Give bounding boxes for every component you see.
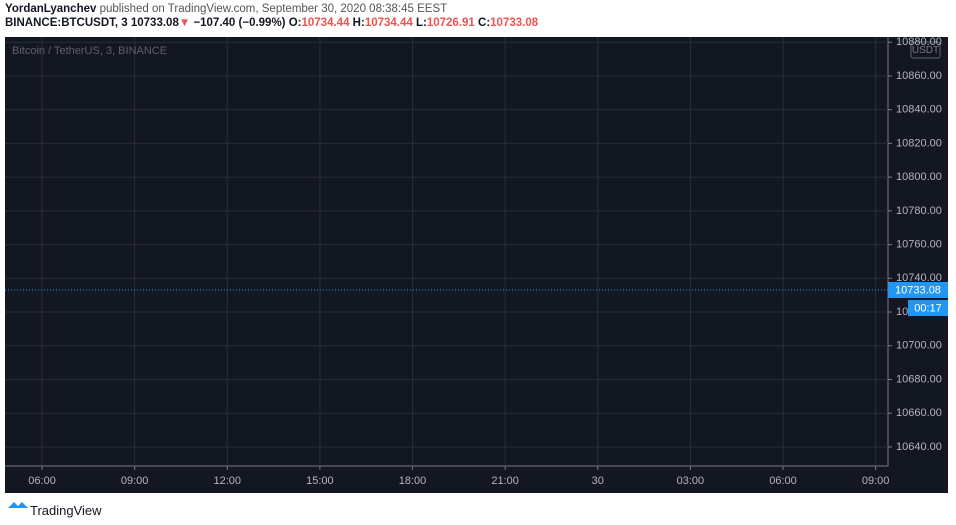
header-line-1: YordanLyanchev published on TradingView.… — [5, 3, 447, 15]
x-tick-label: 30 — [592, 475, 604, 487]
price-tag: 10733.08 — [895, 284, 941, 296]
l-label: L: — [415, 17, 427, 29]
arrow: ▼ — [178, 17, 191, 29]
chart-title: Bitcoin / TetherUS, 3, BINANCE — [12, 45, 167, 57]
open: 10734.44 — [301, 17, 350, 29]
x-tick-label: 03:00 — [677, 475, 705, 487]
y-tick-label: 10740.00 — [896, 272, 942, 284]
price-tag-box — [888, 281, 948, 298]
brand-logo — [8, 502, 28, 508]
y-tick-label: 10860.00 — [896, 70, 942, 82]
chart-background — [5, 37, 948, 493]
header-line-2: BINANCE:BTCUSDT, 3 10733.08▼ −107.40 (−0… — [5, 17, 538, 29]
x-tick-label: 06:00 — [28, 475, 56, 487]
y-tick-label: 10780.00 — [896, 205, 942, 217]
y-tick-label: 10700.00 — [896, 340, 942, 352]
change: −107.40 (−0.99%) — [193, 17, 286, 29]
footer: TradingView — [30, 503, 102, 518]
symbol: BINANCE:BTCUSDT, 3 — [5, 17, 128, 29]
x-tick-label: 12:00 — [214, 475, 242, 487]
h-label: H: — [352, 17, 365, 29]
high: 10734.44 — [364, 17, 413, 29]
y-tick-label: 10680.00 — [896, 373, 942, 385]
y-tick-label: 10760.00 — [896, 238, 942, 250]
x-tick-label: 06:00 — [769, 475, 797, 487]
close: 10733.08 — [490, 17, 539, 29]
last: 10733.08 — [130, 17, 179, 29]
author[interactable]: YordanLyanchev — [5, 3, 97, 15]
x-tick-label: 09:00 — [121, 475, 149, 487]
countdown: 00:17 — [914, 302, 942, 314]
c-label: C: — [478, 17, 491, 29]
low: 10726.91 — [426, 17, 475, 29]
y-tick-label: 10820.00 — [896, 137, 942, 149]
y-tick-label: 10880.00 — [896, 36, 942, 48]
y-tick-label: 10840.00 — [896, 104, 942, 116]
x-tick-label: 21:00 — [491, 475, 519, 487]
x-tick-label: 15:00 — [306, 475, 334, 487]
published: published on TradingView.com, September … — [99, 3, 448, 15]
currency: USDT — [912, 45, 939, 56]
brand[interactable]: TradingView — [30, 503, 102, 518]
y-tick-label: 10800.00 — [896, 171, 942, 183]
countdown-box — [908, 299, 948, 316]
x-tick-label: 18:00 — [399, 475, 427, 487]
y-tick-label: 10660.00 — [896, 407, 942, 419]
currency-box — [910, 41, 941, 59]
y-tick-label: 10640.00 — [896, 441, 942, 453]
x-tick-label: 09:00 — [862, 475, 890, 487]
o-label: O: — [288, 17, 302, 29]
